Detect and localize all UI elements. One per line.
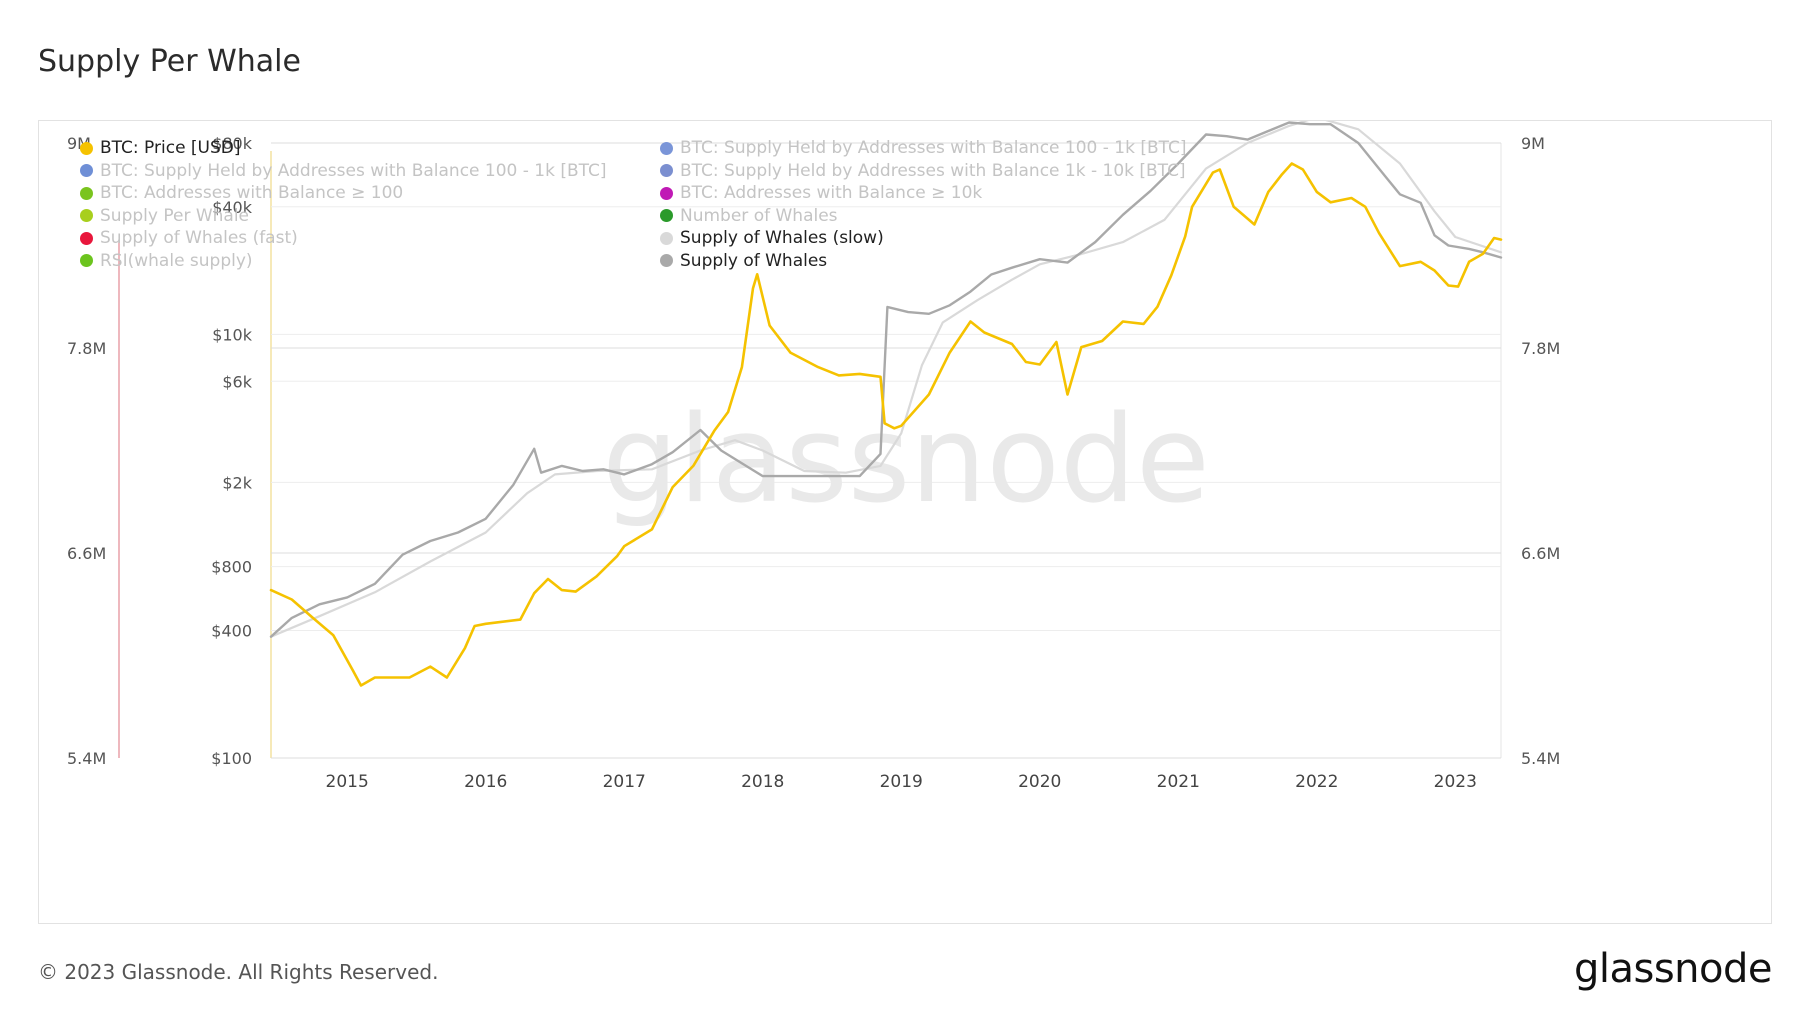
glassnode-logo[interactable]: glassnode <box>1573 946 1773 992</box>
legend-item[interactable]: BTC: Supply Held by Addresses with Balan… <box>80 160 607 183</box>
x-tick-label: 2021 <box>1157 772 1200 792</box>
legend-label: Supply Per Whale <box>100 205 250 226</box>
y-tick-label-price: $6k <box>222 372 252 391</box>
copyright-text: © 2023 Glassnode. All Rights Reserved. <box>38 960 439 984</box>
legend-label: BTC: Addresses with Balance ≥ 10k <box>680 183 983 203</box>
x-tick-label: 2023 <box>1434 772 1477 792</box>
legend-item[interactable]: BTC: Addresses with Balance ≥ 100 <box>80 182 607 205</box>
y-tick-label-price: $40k <box>212 198 253 217</box>
legend-item[interactable]: BTC: Price [USD] <box>80 137 607 160</box>
legend-label: Supply of Whales (slow) <box>680 228 884 248</box>
legend-item[interactable]: Supply Per Whale <box>80 205 607 228</box>
y-tick-label-price: $400 <box>211 621 252 640</box>
legend-dot-icon <box>660 209 673 223</box>
legend-item[interactable]: Supply of Whales (slow) <box>660 227 1187 250</box>
legend-column-right: BTC: Supply Held by Addresses with Balan… <box>660 137 1187 272</box>
legend-dot-icon <box>660 254 673 268</box>
legend-dot-icon <box>80 186 93 200</box>
x-tick-label: 2022 <box>1295 772 1338 792</box>
legend-item[interactable]: Supply of Whales <box>660 250 1187 273</box>
y-tick-label-price: $800 <box>211 558 252 577</box>
x-tick-label: 2015 <box>326 772 369 792</box>
y-tick-label-price: $100 <box>211 749 252 768</box>
legend-item[interactable]: BTC: Supply Held by Addresses with Balan… <box>660 160 1187 183</box>
x-tick-label: 2020 <box>1018 772 1061 792</box>
y-tick-label-supply-right: 6.6M <box>1521 544 1560 563</box>
legend-item[interactable]: Number of Whales <box>660 205 1187 228</box>
chart-panel: $100 $400 $800 $2k $6k $10k $40k $80k 5.4M 5.4M 6.… <box>38 120 1772 924</box>
x-tick-label: 2017 <box>603 772 646 792</box>
legend-label: BTC: Supply Held by Addresses with Balan… <box>680 138 1187 158</box>
legend-label: Supply of Whales <box>680 250 828 271</box>
legend-dot-icon <box>660 231 673 245</box>
y-tick-label-price: $2k <box>222 473 252 492</box>
legend-dot-icon <box>660 164 673 178</box>
y-tick-label-supply-right: 5.4M <box>1521 749 1560 768</box>
y-tick-label-supply-left: 6.6M <box>67 544 106 563</box>
y-tick-label-supply-left: 5.4M <box>67 749 106 768</box>
series-whales-slow-line <box>269 121 1503 638</box>
legend-column-left: BTC: Price [USD] BTC: Supply Held by Addr… <box>80 137 607 272</box>
legend-item[interactable]: BTC: Addresses with Balance ≥ 10k <box>660 182 1187 205</box>
legend-label: BTC: Supply Held by Addresses with Balan… <box>100 160 607 181</box>
legend-label: BTC: Addresses with Balance ≥ 100 <box>100 183 404 203</box>
y-tick-label-price: $80k <box>212 134 253 153</box>
legend-dot-icon <box>80 141 93 155</box>
x-tick-label: 2019 <box>880 772 923 792</box>
watermark: glassnode <box>602 391 1210 530</box>
legend-dot-icon <box>80 231 93 245</box>
legend-dot-icon <box>80 209 93 223</box>
legend-label: RSI(whale supply) <box>100 250 253 271</box>
x-tick-label: 2018 <box>741 772 784 792</box>
y-tick-label-supply-right: 9M <box>1521 134 1545 153</box>
x-tick-label: 2016 <box>464 772 507 792</box>
series-whales-line <box>269 121 1503 638</box>
legend-dot-icon <box>660 186 673 200</box>
legend-label: BTC: Price [USD] <box>100 138 241 158</box>
legend-dot-icon <box>80 164 93 178</box>
legend-label: Number of Whales <box>680 205 838 226</box>
page-title: Supply Per Whale <box>38 44 301 79</box>
y-tick-label-supply-right: 7.8M <box>1521 339 1560 358</box>
chart-canvas[interactable]: $100 $400 $800 $2k $6k $10k $40k $80k 5.4M 5.4M 6.… <box>39 121 1773 925</box>
series-price-line <box>269 162 1503 687</box>
legend-label: BTC: Supply Held by Addresses with Balan… <box>680 160 1186 181</box>
y-tick-label-supply-left: 7.8M <box>67 339 106 358</box>
legend-dot-icon <box>660 141 673 155</box>
legend-item[interactable]: Supply of Whales (fast) <box>80 227 607 250</box>
legend-dot-icon <box>80 254 93 268</box>
legend-item[interactable]: BTC: Supply Held by Addresses with Balan… <box>660 137 1187 160</box>
y-tick-label-price: $10k <box>212 325 253 344</box>
legend-label: Supply of Whales (fast) <box>100 228 298 248</box>
legend-item[interactable]: RSI(whale supply) <box>80 250 607 273</box>
